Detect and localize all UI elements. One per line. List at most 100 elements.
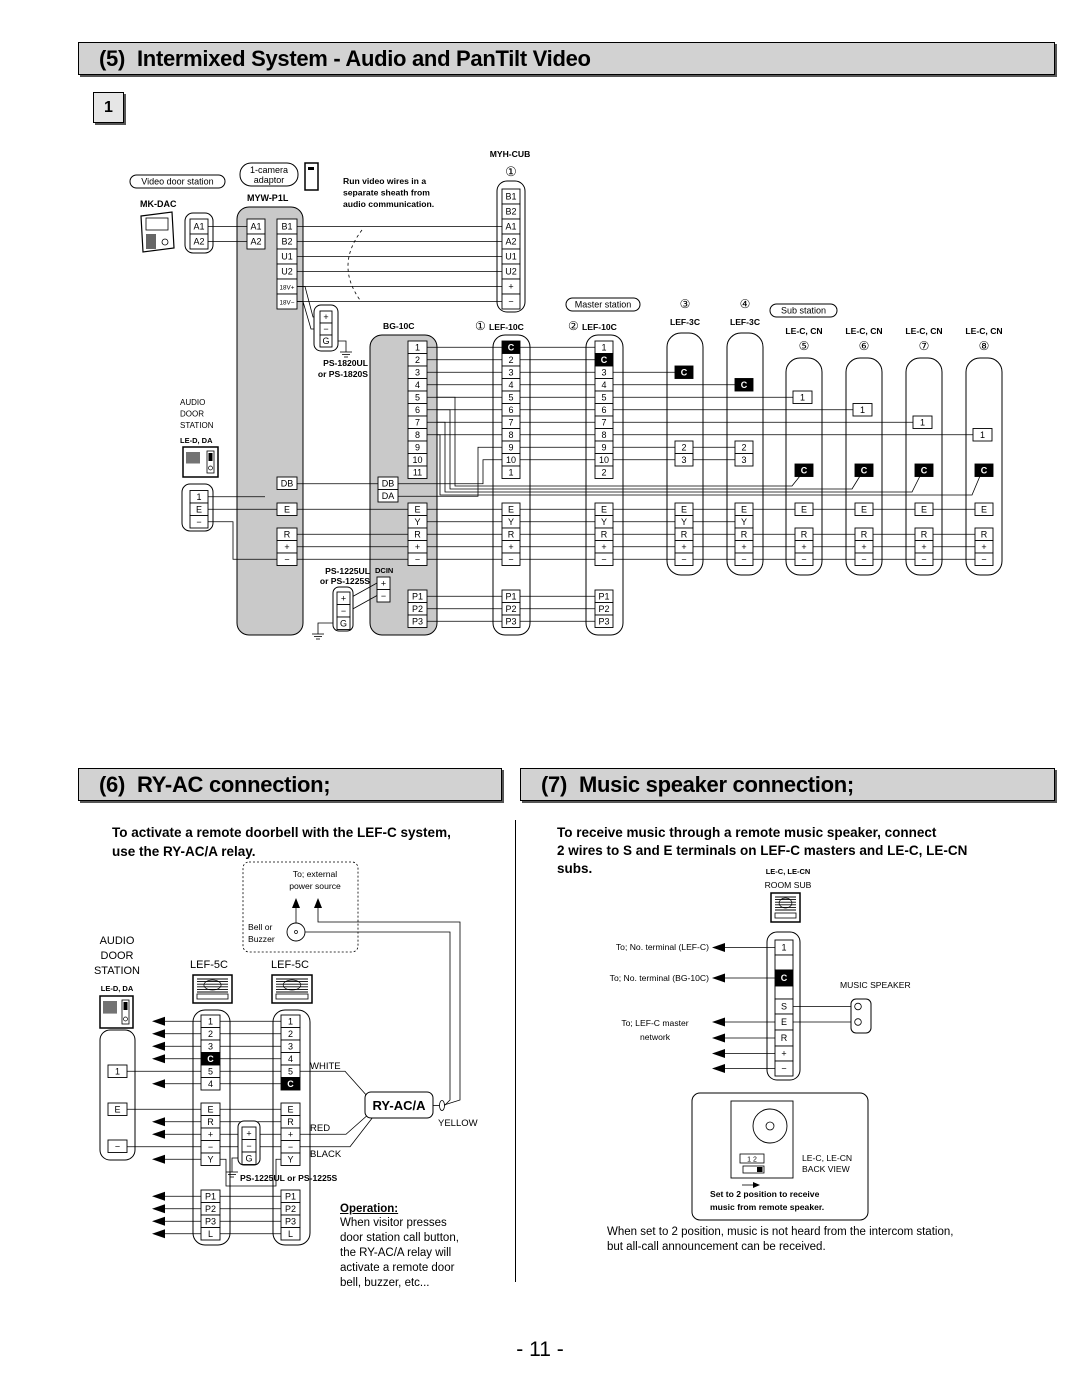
terminal-label: B2 xyxy=(505,207,516,217)
audio-door-terminal xyxy=(189,515,209,529)
le-c-cn-label: LE-C, CN xyxy=(785,326,822,336)
terminal-label: 3 xyxy=(415,367,420,377)
arrow-left-icon xyxy=(152,1216,165,1226)
terminal-label: − xyxy=(801,554,806,564)
terminal-label: E xyxy=(981,504,987,514)
le-c-cn-label: LE-C, CN xyxy=(845,326,882,336)
terminal-label: − xyxy=(508,297,513,307)
back-view-box xyxy=(691,1092,869,1221)
terminal-label: A2 xyxy=(250,237,261,247)
terminal-label: 5 xyxy=(601,392,606,402)
terminal-label: C xyxy=(741,380,748,390)
arrow-left-icon xyxy=(712,1017,725,1027)
lef-3c-terminal xyxy=(674,365,694,379)
sub-station-tag-label: Sub station xyxy=(781,306,826,316)
terminal-label: R xyxy=(414,529,421,539)
wire-bundle-icon xyxy=(439,1100,445,1111)
wire xyxy=(300,1070,369,1098)
terminal-label: 8 xyxy=(508,430,513,440)
terminal-label: E xyxy=(207,1104,213,1114)
myh-cub-number: ① xyxy=(505,164,517,179)
sub-terminal xyxy=(854,552,874,566)
section-divider xyxy=(515,820,516,1282)
terminal-label: 6 xyxy=(601,405,606,415)
dcin-label: DCIN xyxy=(375,566,393,575)
lef-10c-terminal xyxy=(594,552,614,566)
terminal-label: − xyxy=(681,554,686,564)
terminal-label: − xyxy=(196,517,201,527)
terminal-label: E xyxy=(414,504,420,514)
speaker-terminal-icon xyxy=(854,1002,862,1011)
terminal-label: + xyxy=(508,282,513,292)
mk-dac-terminal xyxy=(189,233,209,250)
terminal-label: U1 xyxy=(505,252,517,262)
white-wire-label: WHITE xyxy=(310,1061,341,1072)
room-sub-terminal xyxy=(774,954,794,971)
audio-door-terminal xyxy=(107,1064,128,1078)
lef-10c-terminal xyxy=(501,465,521,479)
button-bar-icon xyxy=(275,993,309,1000)
black-wire-label: BLACK xyxy=(310,1149,342,1160)
lef-3c-label: LEF-3C xyxy=(670,317,700,327)
video-wire-note: separate sheath from xyxy=(343,188,430,198)
terminal-label: 5 xyxy=(288,1066,293,1076)
operation-line: the RY-AC/A relay will xyxy=(340,1247,452,1259)
arrow-left-icon xyxy=(152,1154,165,1164)
wire xyxy=(398,446,502,497)
terminal-label: − xyxy=(921,554,926,564)
lef-5c-terminal xyxy=(200,1152,221,1166)
terminal-label: R xyxy=(781,1033,788,1043)
switch-knob-icon xyxy=(757,1167,763,1172)
arrow-right-icon xyxy=(753,1182,760,1188)
terminal-label: E xyxy=(861,504,867,514)
music-speaker-label: MUSIC SPEAKER xyxy=(840,980,911,990)
terminal-label: 2 xyxy=(288,1029,293,1039)
terminal-label: + xyxy=(741,542,746,552)
ps-1225-terminal xyxy=(241,1151,257,1165)
terminal-label: 2 xyxy=(415,355,420,365)
audio-door-station-label: STATION xyxy=(94,965,140,977)
speaker-icon xyxy=(203,979,222,991)
terminal-label: 7 xyxy=(415,417,420,427)
s7-note-line: When set to 2 position, music is not hea… xyxy=(607,1226,954,1238)
section-number: (5) xyxy=(99,45,125,71)
ps-1225-label: PS-1225UL xyxy=(325,566,370,576)
terminal-label: U2 xyxy=(505,267,517,277)
terminal-label: C xyxy=(207,1054,214,1064)
terminal-label: 4 xyxy=(208,1079,213,1089)
terminal-label: P1 xyxy=(598,591,609,601)
terminal-label: 4 xyxy=(288,1054,293,1064)
terminal-label: − xyxy=(341,606,346,616)
sub-terminal xyxy=(974,552,994,566)
terminal-label: A2 xyxy=(193,237,204,247)
section-title: RY-AC connection; xyxy=(137,771,331,797)
parts-layer xyxy=(99,162,1003,1246)
sub-station-tag xyxy=(769,303,838,318)
le-c-sub-unit xyxy=(905,357,943,576)
terminal-label: 1 xyxy=(601,342,606,352)
video-door-station-tag-label: Video door station xyxy=(141,177,213,187)
terminal-label: 1 xyxy=(920,417,925,427)
terminal-label: P2 xyxy=(412,604,423,614)
terminal-label: 9 xyxy=(415,442,420,452)
audio-door-station-label: DOOR xyxy=(101,950,134,962)
wire xyxy=(427,434,981,496)
s6-heading-line: To activate a remote doorbell with the L… xyxy=(112,825,451,840)
terminal-label: C xyxy=(681,367,688,377)
station-number: ② xyxy=(568,319,579,333)
terminal-label: 2 xyxy=(601,467,606,477)
s7-heading-line: 2 wires to S and E terminals on LEF-C ma… xyxy=(557,843,968,858)
terminal-label: C xyxy=(781,973,788,983)
lef-5c-terminal xyxy=(200,1227,221,1241)
arrow-left-icon xyxy=(152,1016,165,1026)
section-7-header: (7) Music speaker connection; xyxy=(520,768,1055,801)
le-c-sub-unit xyxy=(965,357,1003,576)
arrow-left-icon xyxy=(152,1041,165,1051)
terminal-label: 1 xyxy=(980,430,985,440)
station-number: ⑦ xyxy=(919,339,930,353)
sub-terminal xyxy=(794,463,814,477)
wire xyxy=(317,906,461,1106)
terminal-label: 8 xyxy=(601,430,606,440)
terminal-label: + xyxy=(601,542,606,552)
terminal-label: − xyxy=(115,1141,120,1151)
